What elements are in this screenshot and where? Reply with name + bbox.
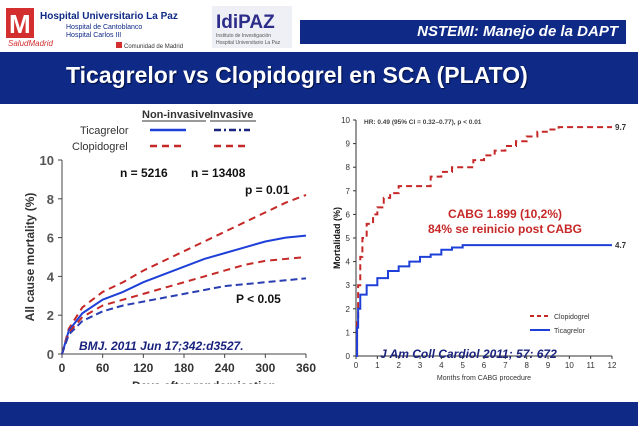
series-invasive-clopidogrel xyxy=(61,256,307,355)
slide-footer xyxy=(0,402,638,426)
series-invasive-ticagrelor xyxy=(61,277,307,355)
legend-header-noninvasive: Non-invasive xyxy=(142,109,210,121)
main-title: Ticagrelor vs Clopidogrel en SCA (PLATO) xyxy=(66,62,528,88)
hospital-sub1: Hospital de Cantoblanco xyxy=(66,24,142,31)
series-end-label: 9.7 xyxy=(615,123,627,132)
legend-label-ticagrelor: Ticagrelor xyxy=(80,125,129,137)
y-axis-title: All cause mortality (%) xyxy=(23,193,37,322)
y-tick-label: 0 xyxy=(346,352,351,361)
y-tick-label: 1 xyxy=(346,328,351,337)
idipaz-sub1: Instituto de Investigación xyxy=(216,33,271,39)
x-tick-label: 60 xyxy=(96,361,110,375)
legend-label-clopidogrel: Clopidogrel xyxy=(554,314,590,321)
x-tick-label: 12 xyxy=(608,361,617,370)
x-tick-label: 300 xyxy=(255,361,275,375)
y-tick-label: 2 xyxy=(346,305,351,314)
x-tick-label: 4 xyxy=(439,361,444,370)
x-tick-label: 3 xyxy=(418,361,423,370)
idipaz-name: IdiPAZ xyxy=(216,12,275,33)
series-noninvasive-ticagrelor xyxy=(61,234,307,355)
salud-madrid-text: SaludMadrid xyxy=(8,39,53,48)
hospital-la-paz-logo: M SaludMadrid Hospital Universitario La … xyxy=(6,8,183,50)
x-tick-label: 120 xyxy=(133,361,153,375)
hospital-name: Hospital Universitario La Paz xyxy=(40,11,178,22)
x-tick-label: 10 xyxy=(565,361,574,370)
right-chart-panel: 0 1 2 3 4 5 6 7 8 9 10 0 1 2 3 4 5 6 7 8 9 10 11 12 Months from … xyxy=(330,108,628,388)
x-tick-label: 7 xyxy=(503,361,508,370)
x-tick-label: 240 xyxy=(215,361,235,375)
bmj-reference: BMJ. 2011 Jun 17;342:d3527. xyxy=(79,339,244,353)
title-bar xyxy=(0,52,638,104)
x-tick-label: 2 xyxy=(396,361,401,370)
y-tick-label: 9 xyxy=(346,140,351,149)
left-chart-panel: 0 2 4 6 8 10 0 60 120 180 240 300 360 Days after rand… xyxy=(10,104,323,393)
hospital-sub2: Hospital Carlos III xyxy=(66,32,121,39)
series-ticagrelor-line xyxy=(356,244,612,357)
y-tick-label: 7 xyxy=(346,187,351,196)
x-tick-label: 11 xyxy=(587,361,596,370)
y-tick-label: 5 xyxy=(346,234,351,243)
x-tick-label: 0 xyxy=(59,361,66,375)
x-tick-label: 180 xyxy=(174,361,194,375)
y-tick-label: 3 xyxy=(346,281,351,290)
hazard-ratio-text: HR: 0.49 (95% CI = 0.32–0.77), p < 0.01 xyxy=(364,119,482,126)
series-clopidogrel-line xyxy=(356,126,612,357)
x-tick-label: 1 xyxy=(375,361,380,370)
x-axis-title: Months from CABG procedure xyxy=(437,375,531,382)
idipaz-logo: IdiPAZ Instituto de Investigación Hospit… xyxy=(212,6,292,48)
cabg-restart-label: 84% se reinicio post CABG xyxy=(427,222,583,236)
y-tick-label: 6 xyxy=(346,210,351,219)
legend-label-clopidogrel: Clopidogrel xyxy=(72,141,128,153)
legend-header-invasive: Invasive xyxy=(210,109,253,121)
cabg-count-label: CABG 1.899 (10,2%) xyxy=(447,207,563,221)
series-noninvasive-clopidogrel xyxy=(61,193,307,355)
idipaz-sub2: Hospital Universitario La Paz xyxy=(216,40,281,46)
y-tick-label: 6 xyxy=(47,231,54,246)
x-tick-label: 5 xyxy=(460,361,465,370)
x-tick-label: 0 xyxy=(354,361,359,370)
y-tick-label: 8 xyxy=(346,163,351,172)
y-tick-label: 8 xyxy=(47,192,54,207)
jacc-reference: J Am Coll Cardiol 2011; 57: 672 xyxy=(380,347,557,361)
p-value-005-label: P < 0.05 xyxy=(236,292,281,306)
y-tick-label: 10 xyxy=(341,116,350,125)
y-axis-title: Mortalidad (%) xyxy=(332,207,342,269)
y-tick-label: 4 xyxy=(47,269,55,284)
slide-header: M SaludMadrid Hospital Universitario La … xyxy=(0,0,638,52)
y-tick-label: 10 xyxy=(40,153,54,168)
y-tick-label: 0 xyxy=(47,347,54,362)
p-value-001-label: p = 0.01 xyxy=(245,183,290,197)
y-tick-label: 2 xyxy=(47,308,54,323)
series-end-label: 4.7 xyxy=(615,241,627,250)
n-noninvasive-label: n = 5216 xyxy=(120,166,168,180)
x-tick-label: 360 xyxy=(296,361,316,375)
x-tick-label: 9 xyxy=(546,361,551,370)
svg-text:M: M xyxy=(9,9,31,39)
comunidad-madrid-text: Comunidad de Madrid xyxy=(124,44,183,50)
y-tick-label: 4 xyxy=(346,258,351,267)
header-title: NSTEMI: Manejo de la DAPT xyxy=(300,20,626,44)
legend-label-ticagrelor: Ticagrelor xyxy=(554,328,586,335)
n-invasive-label: n = 13408 xyxy=(191,166,246,180)
x-axis-title: Days after randomisation xyxy=(132,379,276,384)
x-tick-label: 6 xyxy=(482,361,487,370)
x-tick-label: 8 xyxy=(524,361,529,370)
